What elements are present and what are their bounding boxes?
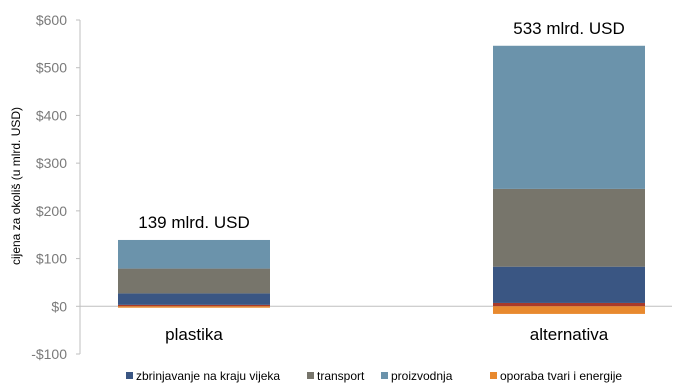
bar-segment	[493, 266, 645, 303]
bar-segment	[118, 306, 270, 308]
y-axis-label: cijena za okoliš (u mlrd. USD)	[9, 107, 23, 265]
bar-segment	[493, 188, 645, 267]
legend-swatch	[126, 372, 133, 379]
legend-swatch	[381, 372, 388, 379]
y-tick-label: $200	[36, 203, 67, 219]
y-tick-label: -$100	[31, 346, 67, 362]
bar-segment	[118, 239, 270, 269]
legend-label: oporaba tvari i energije	[500, 369, 622, 383]
legend-label: proizvodnja	[391, 369, 453, 383]
legend: zbrinjavanje na kraju vijeka transport pro…	[126, 369, 622, 383]
bar-segment	[493, 45, 645, 189]
legend-swatch	[307, 372, 314, 379]
bars: 139 mlrd. USD 533 mlrd. USD	[118, 19, 645, 314]
category-label: plastika	[165, 325, 223, 344]
bar-segment	[118, 268, 270, 294]
category-label: alternativa	[530, 325, 609, 344]
legend-swatch	[490, 372, 497, 379]
y-tick-label: $400	[36, 107, 67, 123]
category-labels: plastika alternativa	[165, 325, 609, 344]
legend-label: transport	[317, 369, 365, 383]
bar-total-label: 533 mlrd. USD	[513, 19, 624, 38]
bar-segment	[118, 293, 270, 305]
bar-segment	[493, 306, 645, 314]
bar-segment-baseline	[493, 302, 645, 307]
y-tick-label: $500	[36, 60, 67, 76]
legend-label: zbrinjavanje na kraju vijeka	[136, 369, 280, 383]
bar-segment-baseline	[118, 304, 270, 307]
y-tick-label: $300	[36, 155, 67, 171]
y-tick-label: $600	[36, 12, 67, 28]
bar-total-label: 139 mlrd. USD	[138, 213, 249, 232]
y-tick-label: $0	[51, 298, 67, 314]
y-tick-label: $100	[36, 251, 67, 267]
